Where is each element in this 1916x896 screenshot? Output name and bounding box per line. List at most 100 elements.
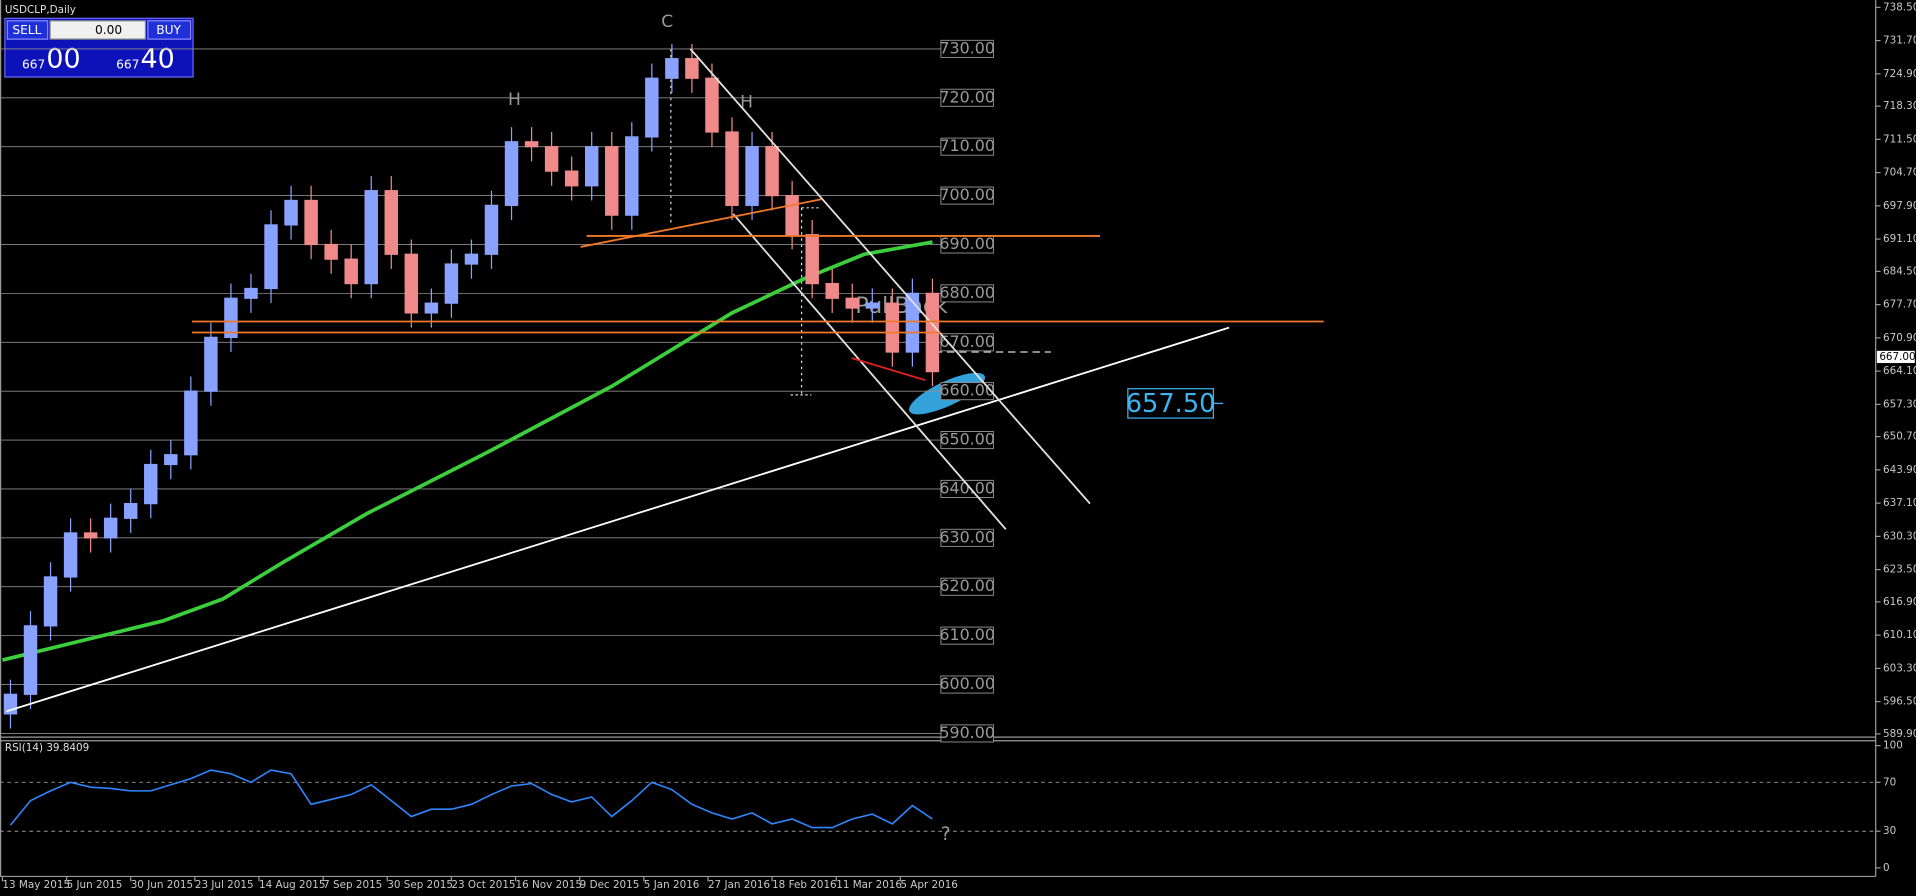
trend-line [732,213,1007,530]
candle-body [765,146,779,197]
candle-body [745,146,759,206]
level-label-box [940,577,994,596]
sell-label: SELL [12,23,41,37]
level-label-box [940,333,994,352]
x-tick-label: 30 Sep 2015 [387,879,453,891]
candle-body [845,297,859,309]
rsi-line [9,769,933,829]
y-tick-label: 650.70 [1883,431,1916,443]
candle-body [905,292,920,353]
level-label-box [940,479,994,498]
candle-body [23,625,38,695]
candle-body [564,170,579,187]
x-tick-label: 30 Jun 2015 [131,879,193,891]
candle-body [645,77,659,138]
x-tick-label: 5 Jun 2015 [67,879,123,891]
candle-body [625,136,639,216]
candle-body [63,532,78,578]
y-tick-label: 724.90 [1883,68,1916,80]
last-price-label: 667.00 [1879,351,1915,363]
candle-body [284,199,298,226]
level-label-box [940,626,994,645]
candle-body [484,204,499,255]
level-label: 660.00 [939,381,995,400]
level-label: 700.00 [939,185,995,204]
level-label: 610.00 [939,625,995,644]
y-tick-label: 100 [1883,740,1903,752]
candle-body [324,243,338,260]
ask-suffix: 40 [141,43,175,74]
level-label: 720.00 [939,87,995,106]
x-tick-label: 5 Jan 2016 [644,879,700,891]
y-tick-label: 691.10 [1883,233,1916,245]
candle-body [224,297,238,338]
candle-body [444,263,459,304]
lots-value: 0.00 [95,23,122,37]
trend-line [851,357,926,382]
candle-body [885,302,900,353]
annotation: ? [941,824,951,845]
level-label-box [940,137,994,156]
lots-input[interactable] [49,20,147,40]
level-label: 710.00 [939,136,995,155]
y-tick-label: 630.30 [1883,530,1916,542]
candle-body [43,576,58,627]
level-label-box [940,528,994,547]
bid-suffix: 00 [46,43,80,74]
level-label: 680.00 [939,283,995,302]
trend-line [689,48,1091,505]
x-tick-label: 13 May 2015 [2,879,70,891]
x-tick-label: 18 Feb 2016 [772,879,837,891]
candle-body [103,517,118,539]
buy-button[interactable] [147,20,192,40]
sell-button[interactable] [6,20,49,40]
candle-body [605,146,619,216]
candle-body [865,302,880,309]
candle-body [83,532,98,539]
candle-body [665,58,679,79]
y-tick-label: 70 [1883,776,1896,788]
y-tick-label: 664.10 [1883,365,1916,377]
level-label: 730.00 [939,38,995,57]
candle-body [164,454,178,466]
candle-body [344,258,358,285]
candle-body [364,190,378,285]
candle-body [304,199,318,246]
level-label: 590.00 [939,723,995,742]
level-label: 640.00 [939,478,995,497]
y-tick-label: 596.50 [1883,696,1916,708]
y-tick-label: 589.90 [1883,728,1916,740]
annotation: H [740,93,753,113]
y-tick-label: 657.30 [1883,398,1916,410]
rsi-title: RSI(14) 39.8409 [5,742,89,754]
candle-body [144,463,158,505]
y-tick-label: 684.50 [1883,265,1916,277]
y-tick-label: 677.70 [1883,299,1916,311]
level-label-box [940,39,994,58]
annotation: H [508,90,521,110]
level-label-box [940,724,994,743]
level-label: 670.00 [939,332,995,351]
candle-body [705,77,719,133]
target-label: 657.50 [1126,389,1216,419]
y-tick-label: 30 [1883,825,1896,837]
y-tick-label: 0 [1883,862,1890,874]
y-tick-label: 610.10 [1883,629,1916,641]
candle-body [384,190,398,255]
level-label-box [940,186,994,205]
y-tick-label: 643.90 [1883,464,1916,476]
y-tick-label: 637.10 [1883,497,1916,509]
level-label-box [940,431,994,450]
level-label: 690.00 [939,234,995,253]
y-tick-label: 738.50 [1883,1,1916,13]
level-label-box [940,382,994,401]
level-label: 630.00 [939,527,995,546]
candle-body [725,131,739,206]
trend-line [6,326,1230,713]
x-tick-label: 7 Sep 2015 [323,879,382,891]
x-tick-label: 14 Aug 2015 [259,879,325,891]
level-label-box [940,88,994,107]
candle-body [404,253,419,314]
y-tick-label: 603.30 [1883,662,1916,674]
x-tick-label: 9 Dec 2015 [580,879,640,891]
